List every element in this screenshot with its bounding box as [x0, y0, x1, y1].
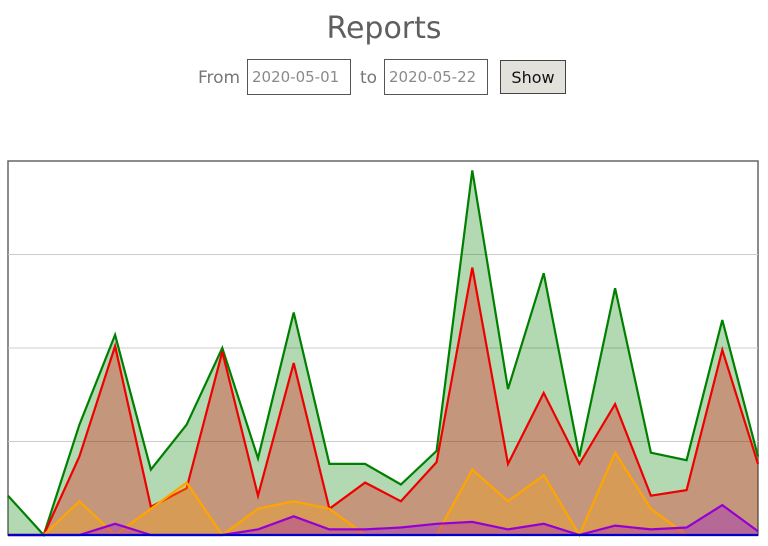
to-label: to — [360, 68, 378, 88]
series-1-line — [7, 170, 760, 538]
report-chart — [0, 150, 768, 546]
report-chart-svg — [7, 160, 760, 538]
to-date-input[interactable] — [384, 59, 488, 95]
show-button[interactable]: Show — [500, 60, 566, 94]
series-2-area — [8, 267, 758, 535]
from-label: From — [198, 68, 241, 88]
page-title: Reports — [326, 11, 442, 46]
from-date-input[interactable] — [247, 59, 351, 95]
series-3-area — [8, 452, 758, 535]
date-filter-bar: From to Show — [0, 59, 768, 97]
series-4-line — [8, 503, 759, 537]
series-2-line — [8, 267, 760, 537]
